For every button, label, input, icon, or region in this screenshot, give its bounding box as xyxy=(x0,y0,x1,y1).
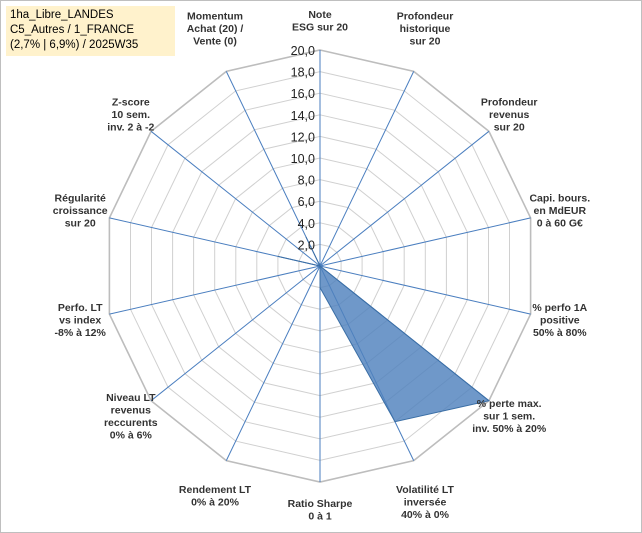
info-line-2: C5_Autres / 1_FRANCE xyxy=(10,24,134,36)
radar-axis xyxy=(109,265,321,315)
tick-label: 10,0 xyxy=(291,152,315,166)
category-label: % perte max. sur 1 sem. inv. 50% à 20% xyxy=(472,398,547,435)
category-label: Régularité croissance sur 20 xyxy=(53,193,108,230)
category-label: % perfo 1A positive 50% à 80% xyxy=(532,302,587,339)
radar-axis xyxy=(225,265,321,461)
tick-label: 2,0 xyxy=(298,238,315,252)
category-label: Z-score 10 sem. inv. 2 à -2 xyxy=(107,96,154,133)
tick-label: 6,0 xyxy=(298,195,315,209)
tick-label: 14,0 xyxy=(291,109,315,123)
category-label: Momentum Achat (20) / Vente (0) xyxy=(187,11,244,48)
radar-axis xyxy=(319,217,531,267)
category-label: Perfo. LT vs index -8% à 12% xyxy=(55,302,107,339)
radial-tick-labels: 2,0 4,0 6,0 8,0 10,0 12,0 14,0 16,0 18,0 20,0 xyxy=(291,44,315,252)
category-labels: Note ESG sur 20 Profondeur historique sur 20… xyxy=(53,9,590,523)
category-label: Ratio Sharpe 0 à 1 xyxy=(288,498,353,523)
tick-label: 8,0 xyxy=(298,174,315,188)
radar-axis xyxy=(150,265,321,402)
radar-axis xyxy=(319,130,490,267)
radar-axis xyxy=(225,71,321,267)
tick-label: 18,0 xyxy=(291,66,315,80)
radar-series xyxy=(277,236,491,423)
tick-label: 12,0 xyxy=(291,130,315,144)
radar-axis xyxy=(319,265,531,315)
category-label: Profondeur revenus sur 20 xyxy=(481,96,538,133)
category-label: Note ESG sur 20 xyxy=(292,9,348,34)
info-box: 1ha_Libre_LANDES C5_Autres / 1_FRANCE (2… xyxy=(6,6,175,56)
radar-axis xyxy=(319,71,415,267)
tick-label: 4,0 xyxy=(298,217,315,231)
info-line-1: 1ha_Libre_LANDES xyxy=(10,9,114,21)
category-label: Capi. bours. en MdEUR 0 à 60 G€ xyxy=(529,193,590,230)
tick-label: 20,0 xyxy=(291,44,315,58)
series-area xyxy=(277,236,491,423)
tick-label: 16,0 xyxy=(291,87,315,101)
category-label: Rendement LT 0% à 20% xyxy=(179,484,252,509)
info-line-3: (2,7% | 6,9%) / 2025W35 xyxy=(10,39,139,51)
category-label: Profondeur historique sur 20 xyxy=(397,11,454,48)
radar-axis xyxy=(150,130,321,267)
category-label: Volatilité LT inversée 40% à 0% xyxy=(396,484,455,521)
category-label: Niveau LT revenus reccurents 0% à 6% xyxy=(104,392,158,442)
